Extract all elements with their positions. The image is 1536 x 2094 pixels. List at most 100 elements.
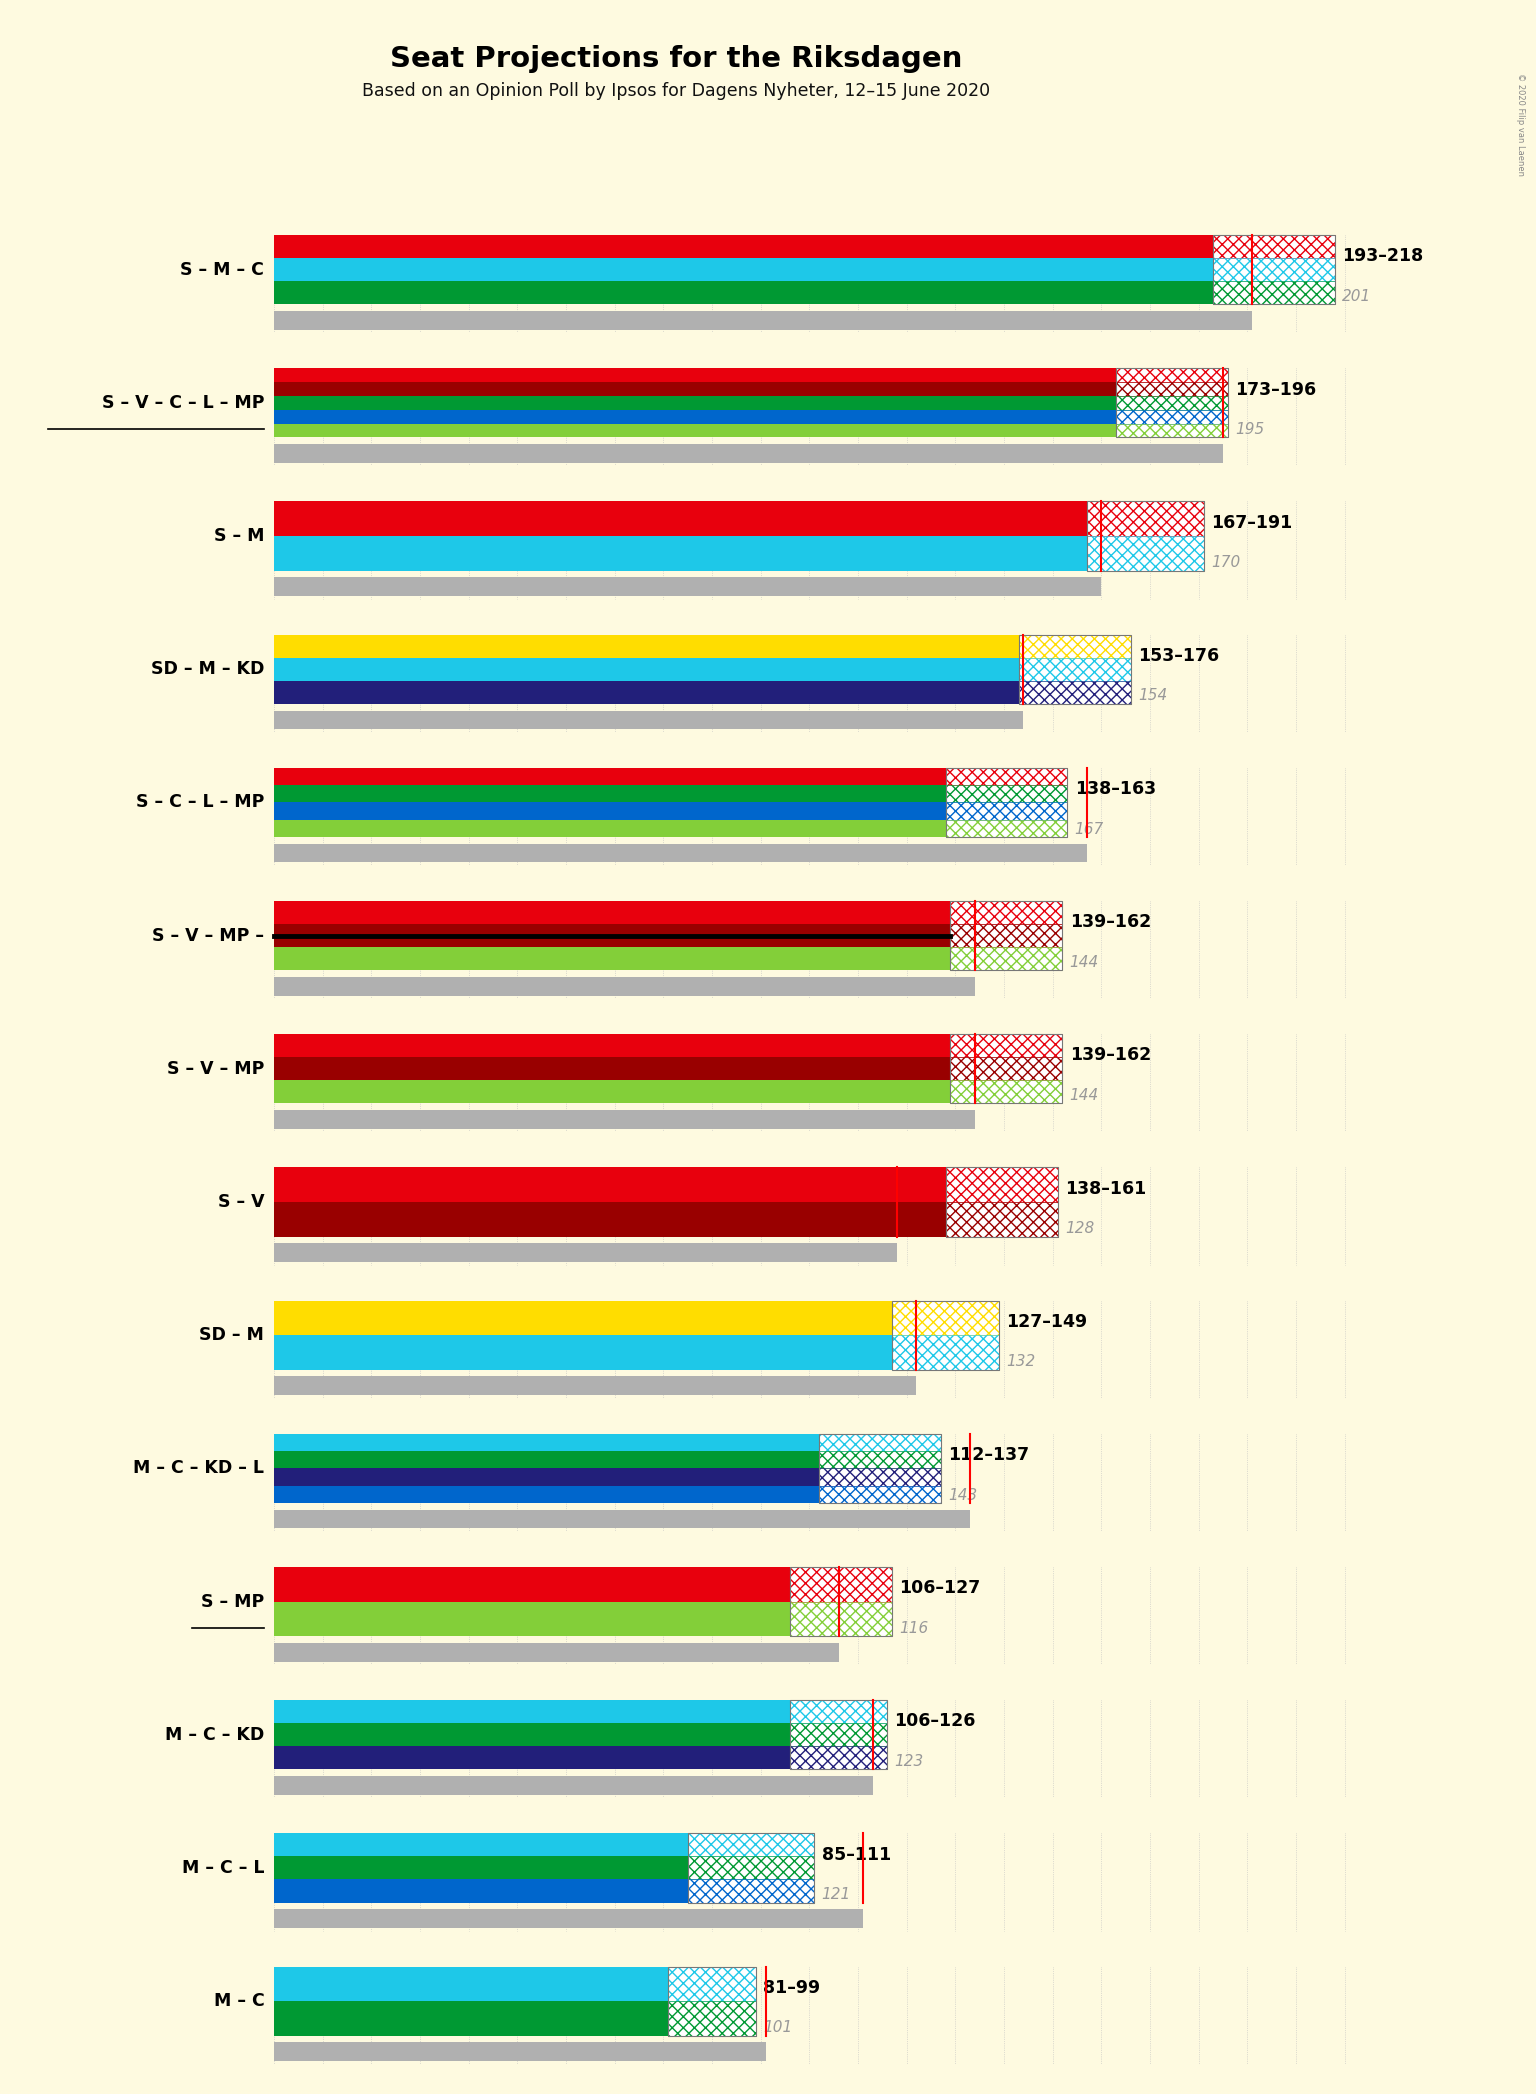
Bar <box>1117 410 1227 423</box>
Bar <box>951 900 1063 970</box>
Text: S – MP: S – MP <box>201 1594 264 1610</box>
Text: S – M: S – M <box>214 528 264 544</box>
Text: S – V: S – V <box>218 1194 264 1210</box>
Bar <box>1117 369 1227 381</box>
Bar <box>273 1487 819 1503</box>
Text: 139–162: 139–162 <box>1069 913 1150 932</box>
Bar <box>273 1166 946 1202</box>
Bar <box>688 1880 814 1903</box>
Bar <box>273 844 1087 863</box>
Bar <box>951 1034 1063 1057</box>
Bar <box>790 1602 892 1635</box>
Bar <box>790 1746 888 1769</box>
Bar <box>892 1336 998 1369</box>
Bar <box>273 1966 668 2002</box>
Bar <box>1018 658 1130 681</box>
Bar <box>273 1723 790 1746</box>
Bar <box>1018 681 1130 704</box>
Bar <box>273 946 951 970</box>
Bar <box>273 978 975 995</box>
Bar <box>946 1166 1058 1202</box>
Text: 154: 154 <box>1138 689 1167 704</box>
Bar <box>951 900 1063 923</box>
Bar <box>946 802 1068 819</box>
Bar <box>273 1034 951 1057</box>
Text: SD – M – KD: SD – M – KD <box>151 660 264 678</box>
Bar <box>1213 258 1335 281</box>
Bar <box>273 785 946 802</box>
Bar <box>1018 634 1130 704</box>
Bar <box>668 1966 756 2002</box>
Bar <box>790 1746 888 1769</box>
Text: 127–149: 127–149 <box>1006 1313 1087 1332</box>
Text: 170: 170 <box>1210 555 1240 570</box>
Bar <box>946 768 1068 838</box>
Bar <box>668 2002 756 2035</box>
Bar <box>273 1300 892 1336</box>
Text: 193–218: 193–218 <box>1342 247 1424 266</box>
Bar <box>946 1166 1058 1202</box>
Bar <box>273 1857 688 1880</box>
Bar <box>1018 681 1130 704</box>
Bar <box>273 500 1087 536</box>
Text: 138–161: 138–161 <box>1064 1179 1146 1198</box>
Bar <box>273 1834 688 1857</box>
Bar <box>273 900 951 923</box>
Bar <box>273 1468 819 1487</box>
Bar <box>951 946 1063 970</box>
Text: M – C: M – C <box>214 1991 264 2010</box>
Text: 138–163: 138–163 <box>1075 781 1155 798</box>
Bar <box>790 1700 888 1723</box>
Bar <box>273 1700 790 1723</box>
Bar <box>819 1487 940 1503</box>
Bar <box>1087 500 1204 572</box>
Bar <box>1213 235 1335 258</box>
Bar <box>946 802 1068 819</box>
Bar <box>668 1966 756 2035</box>
Bar <box>946 785 1068 802</box>
Bar <box>273 1566 790 1602</box>
Bar <box>819 1434 940 1451</box>
Text: 101: 101 <box>763 2021 793 2035</box>
Text: SD – M: SD – M <box>200 1326 264 1344</box>
Bar <box>668 1966 756 2002</box>
Bar <box>790 1700 888 1769</box>
Bar <box>1087 536 1204 572</box>
Text: Based on an Opinion Poll by Ipsos for Dagens Nyheter, 12–15 June 2020: Based on an Opinion Poll by Ipsos for Da… <box>362 82 989 101</box>
Bar <box>688 1834 814 1857</box>
Text: 144: 144 <box>1069 1089 1098 1104</box>
Bar <box>273 1434 819 1451</box>
Text: 173–196: 173–196 <box>1235 381 1316 398</box>
Bar <box>273 1776 872 1795</box>
Bar <box>273 658 1018 681</box>
Bar <box>790 1566 892 1602</box>
Text: 85–111: 85–111 <box>822 1845 891 1864</box>
Bar <box>688 1857 814 1880</box>
Bar <box>273 1602 790 1635</box>
Bar <box>273 2002 668 2035</box>
Bar <box>951 1057 1063 1081</box>
Bar <box>892 1300 998 1369</box>
Bar <box>790 1700 888 1723</box>
Bar <box>273 2042 765 2060</box>
Bar <box>273 802 946 819</box>
Bar <box>1213 281 1335 304</box>
Bar <box>1213 235 1335 304</box>
Bar <box>790 1723 888 1746</box>
Bar <box>951 1081 1063 1104</box>
Bar <box>1117 423 1227 438</box>
Bar <box>273 312 1252 329</box>
Bar <box>1117 369 1227 438</box>
Bar <box>273 1451 819 1468</box>
Bar <box>1213 258 1335 281</box>
Bar <box>951 1081 1063 1104</box>
Text: 128: 128 <box>1064 1221 1094 1235</box>
Bar <box>273 235 1213 258</box>
Bar <box>819 1434 940 1451</box>
Bar <box>790 1723 888 1746</box>
Bar <box>1087 500 1204 536</box>
Text: S – V – MP –: S – V – MP – <box>152 928 264 944</box>
Bar <box>790 1602 892 1635</box>
Bar <box>273 423 1117 438</box>
Text: 81–99: 81–99 <box>763 1979 820 1998</box>
